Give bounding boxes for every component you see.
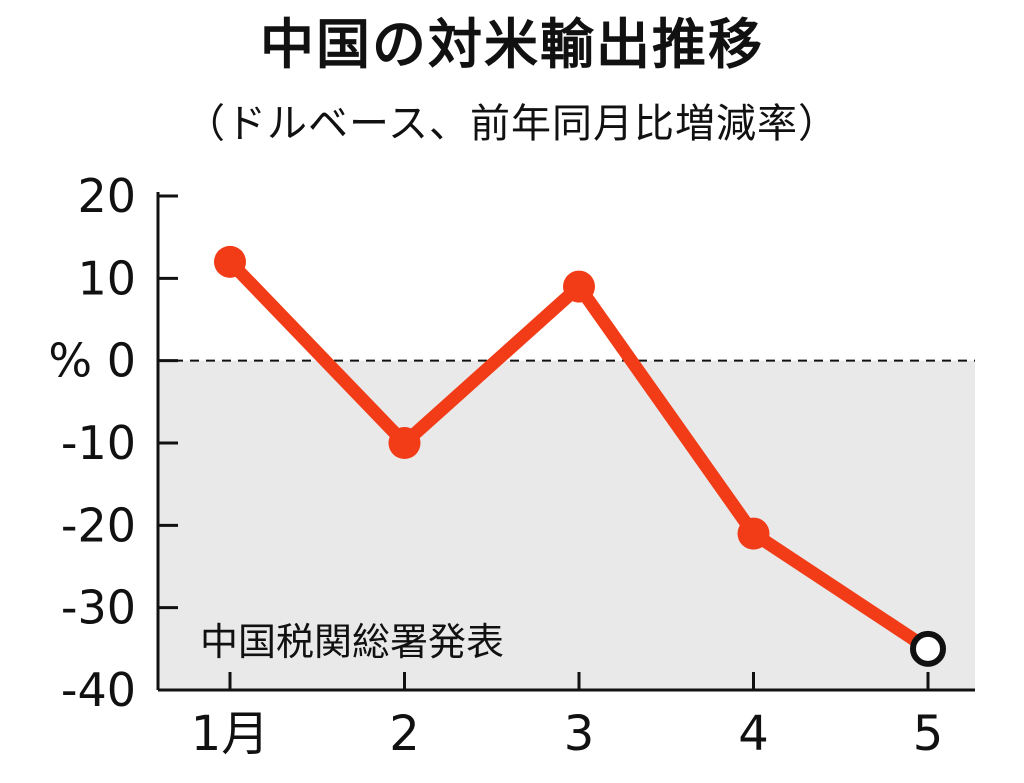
y-tick-label: 10 [77, 251, 136, 305]
x-tick-label: 2 [389, 706, 420, 762]
y-tick-label: -20 [61, 498, 136, 552]
data-point [214, 245, 246, 278]
y-tick-label: 20 [77, 169, 136, 223]
x-tick-label: 1月 [191, 706, 270, 762]
chart-subtitle: （ドルベース、前年同月比増減率） [185, 101, 839, 147]
source-note: 中国税関総署発表 [200, 620, 504, 664]
y-tick-label: -40 [61, 663, 136, 717]
x-tick-label: 5 [913, 706, 944, 762]
data-point [563, 270, 595, 303]
data-point [388, 427, 421, 459]
y-tick-label: -10 [61, 416, 136, 470]
data-point-estimate [910, 630, 946, 667]
y-tick-label: % 0 [48, 334, 136, 388]
y-tick-label: -30 [61, 581, 136, 635]
x-tick-label: 4 [738, 706, 769, 762]
data-point [737, 517, 770, 550]
chart-title: 中国の対米輸出推移 [260, 13, 764, 76]
x-tick-label: 3 [564, 706, 595, 762]
negative-region-shade [158, 360, 975, 690]
